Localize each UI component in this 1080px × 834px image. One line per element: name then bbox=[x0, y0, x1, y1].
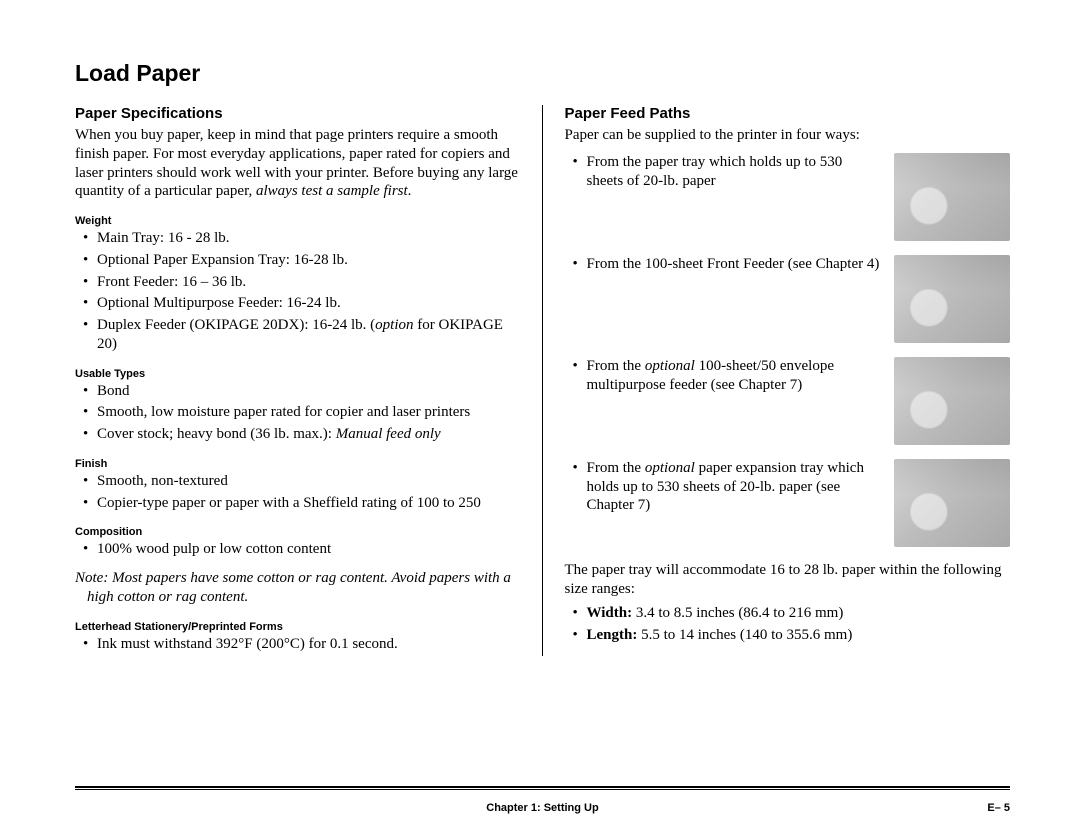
two-column-layout: Paper Specifications When you buy paper,… bbox=[75, 105, 1010, 656]
list-item: From the optional paper expansion tray w… bbox=[587, 459, 881, 515]
feed-item-list: From the optional paper expansion tray w… bbox=[565, 459, 881, 518]
list-item: Cover stock; heavy bond (36 lb. max.): M… bbox=[97, 425, 520, 444]
printer-image bbox=[894, 459, 1010, 547]
printer-image bbox=[894, 255, 1010, 343]
finish-heading: Finish bbox=[75, 458, 520, 470]
footer-divider bbox=[75, 786, 1010, 790]
feed-item-row: From the optional paper expansion tray w… bbox=[565, 459, 1011, 547]
list-item: Front Feeder: 16 – 36 lb. bbox=[97, 273, 520, 292]
tray-size-intro: The paper tray will accommodate 16 to 28… bbox=[565, 561, 1011, 599]
list-item: Optional Multipurpose Feeder: 16-24 lb. bbox=[97, 294, 520, 313]
feed-paths-intro: Paper can be supplied to the printer in … bbox=[565, 126, 1011, 145]
feed-item-list: From the 100-sheet Front Feeder (see Cha… bbox=[565, 255, 881, 277]
composition-list: 100% wood pulp or low cotton content bbox=[75, 540, 520, 559]
weight-heading: Weight bbox=[75, 215, 520, 227]
feed-item-row: From the 100-sheet Front Feeder (see Cha… bbox=[565, 255, 1011, 343]
list-item: Optional Paper Expansion Tray: 16-28 lb. bbox=[97, 251, 520, 270]
list-item: From the 100-sheet Front Feeder (see Cha… bbox=[587, 255, 881, 274]
printer-image bbox=[894, 357, 1010, 445]
list-item: Width: 3.4 to 8.5 inches (86.4 to 216 mm… bbox=[587, 604, 1011, 623]
finish-list: Smooth, non-textured Copier-type paper or… bbox=[75, 472, 520, 513]
list-item: Length: 5.5 to 14 inches (140 to 355.6 m… bbox=[587, 626, 1011, 645]
letterhead-heading: Letterhead Stationery/Preprinted Forms bbox=[75, 621, 520, 633]
size-range-list: Width: 3.4 to 8.5 inches (86.4 to 216 mm… bbox=[565, 604, 1011, 645]
page-title: Load Paper bbox=[75, 60, 1010, 87]
page-footer: Chapter 1: Setting Up E– 5 bbox=[75, 802, 1010, 814]
list-item: Main Tray: 16 - 28 lb. bbox=[97, 229, 520, 248]
weight-list: Main Tray: 16 - 28 lb. Optional Paper Exp… bbox=[75, 229, 520, 354]
printer-image bbox=[894, 153, 1010, 241]
left-column: Paper Specifications When you buy paper,… bbox=[75, 105, 543, 656]
usable-types-list: Bond Smooth, low moisture paper rated for… bbox=[75, 382, 520, 444]
list-item: Smooth, low moisture paper rated for cop… bbox=[97, 403, 520, 422]
right-column: Paper Feed Paths Paper can be supplied t… bbox=[543, 105, 1011, 656]
list-item: Duplex Feeder (OKIPAGE 20DX): 16-24 lb. … bbox=[97, 316, 520, 354]
usable-types-heading: Usable Types bbox=[75, 368, 520, 380]
feed-item-row: From the optional 100-sheet/50 envelope … bbox=[565, 357, 1011, 445]
list-item: Ink must withstand 392°F (200°C) for 0.1… bbox=[97, 635, 520, 654]
list-item: Smooth, non-textured bbox=[97, 472, 520, 491]
footer-chapter: Chapter 1: Setting Up bbox=[75, 802, 1010, 814]
composition-heading: Composition bbox=[75, 526, 520, 538]
list-item: From the optional 100-sheet/50 envelope … bbox=[587, 357, 881, 395]
paper-specs-intro: When you buy paper, keep in mind that pa… bbox=[75, 126, 520, 201]
list-item: 100% wood pulp or low cotton content bbox=[97, 540, 520, 559]
feed-item-list: From the optional 100-sheet/50 envelope … bbox=[565, 357, 881, 398]
list-item: From the paper tray which holds up to 53… bbox=[587, 153, 881, 191]
letterhead-list: Ink must withstand 392°F (200°C) for 0.1… bbox=[75, 635, 520, 654]
feed-paths-heading: Paper Feed Paths bbox=[565, 105, 1011, 122]
list-item: Copier-type paper or paper with a Sheffi… bbox=[97, 494, 520, 513]
feed-item-row: From the paper tray which holds up to 53… bbox=[565, 153, 1011, 241]
list-item: Bond bbox=[97, 382, 520, 401]
composition-note: Note: Most papers have some cotton or ra… bbox=[75, 569, 520, 607]
feed-item-list: From the paper tray which holds up to 53… bbox=[565, 153, 881, 194]
paper-specs-heading: Paper Specifications bbox=[75, 105, 520, 122]
